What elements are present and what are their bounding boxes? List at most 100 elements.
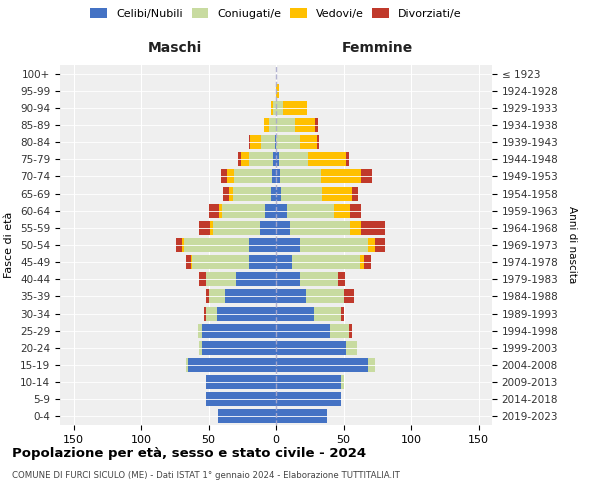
Bar [276, 84, 278, 98]
Bar [241, 152, 249, 166]
Bar [276, 186, 281, 200]
Bar [292, 255, 360, 269]
Bar [206, 272, 235, 286]
Text: Femmine: Femmine [342, 40, 413, 54]
Bar [274, 152, 276, 166]
Bar [287, 204, 334, 218]
Bar [276, 375, 341, 389]
Bar [301, 135, 317, 149]
Bar [322, 186, 352, 200]
Bar [221, 170, 227, 183]
Bar [193, 255, 249, 269]
Bar [276, 152, 278, 166]
Bar [341, 375, 343, 389]
Bar [210, 221, 212, 235]
Text: COMUNE DI FURCI SICULO (ME) - Dati ISTAT 1° gennaio 2024 - Elaborazione TUTTITAL: COMUNE DI FURCI SICULO (ME) - Dati ISTAT… [12, 471, 400, 480]
Bar [276, 410, 328, 424]
Bar [276, 272, 301, 286]
Bar [209, 204, 220, 218]
Bar [278, 152, 308, 166]
Bar [306, 290, 343, 304]
Bar [199, 341, 202, 355]
Bar [271, 186, 276, 200]
Bar [317, 135, 319, 149]
Bar [374, 238, 385, 252]
Bar [218, 410, 276, 424]
Bar [234, 170, 272, 183]
Bar [301, 238, 368, 252]
Bar [276, 255, 292, 269]
Text: Maschi: Maschi [148, 40, 202, 54]
Bar [217, 306, 276, 320]
Bar [341, 306, 343, 320]
Bar [308, 152, 346, 166]
Bar [276, 341, 346, 355]
Bar [320, 170, 361, 183]
Bar [249, 255, 276, 269]
Bar [184, 238, 249, 252]
Bar [346, 341, 357, 355]
Bar [191, 255, 193, 269]
Bar [364, 255, 371, 269]
Bar [249, 238, 276, 252]
Bar [290, 221, 350, 235]
Bar [361, 170, 372, 183]
Bar [276, 290, 306, 304]
Bar [276, 170, 280, 183]
Bar [338, 272, 345, 286]
Bar [220, 204, 222, 218]
Bar [250, 135, 261, 149]
Text: Popolazione per età, sesso e stato civile - 2024: Popolazione per età, sesso e stato civil… [12, 448, 366, 460]
Bar [276, 238, 301, 252]
Bar [209, 290, 224, 304]
Bar [315, 118, 318, 132]
Bar [202, 324, 276, 338]
Bar [352, 186, 358, 200]
Bar [249, 152, 274, 166]
Bar [281, 186, 322, 200]
Bar [349, 324, 352, 338]
Bar [229, 186, 233, 200]
Bar [276, 118, 295, 132]
Bar [276, 324, 330, 338]
Bar [233, 186, 271, 200]
Bar [185, 255, 191, 269]
Bar [265, 204, 276, 218]
Bar [276, 392, 341, 406]
Bar [272, 170, 276, 183]
Bar [260, 221, 276, 235]
Bar [350, 221, 361, 235]
Bar [314, 306, 341, 320]
Bar [343, 290, 354, 304]
Bar [350, 204, 361, 218]
Bar [249, 135, 250, 149]
Bar [188, 358, 276, 372]
Bar [368, 238, 374, 252]
Bar [368, 358, 374, 372]
Bar [264, 118, 269, 132]
Bar [360, 255, 364, 269]
Y-axis label: Anni di nascita: Anni di nascita [567, 206, 577, 284]
Bar [276, 306, 314, 320]
Bar [206, 290, 209, 304]
Bar [227, 170, 234, 183]
Bar [199, 272, 206, 286]
Y-axis label: Fasce di età: Fasce di età [4, 212, 14, 278]
Bar [224, 290, 276, 304]
Bar [269, 118, 276, 132]
Bar [202, 341, 276, 355]
Bar [276, 101, 283, 115]
Bar [271, 101, 274, 115]
Bar [274, 101, 276, 115]
Bar [334, 204, 350, 218]
Bar [182, 238, 184, 252]
Bar [205, 306, 206, 320]
Bar [199, 221, 210, 235]
Bar [301, 272, 338, 286]
Bar [198, 324, 202, 338]
Bar [346, 152, 349, 166]
Bar [176, 238, 182, 252]
Bar [235, 272, 276, 286]
Bar [206, 392, 276, 406]
Bar [238, 152, 241, 166]
